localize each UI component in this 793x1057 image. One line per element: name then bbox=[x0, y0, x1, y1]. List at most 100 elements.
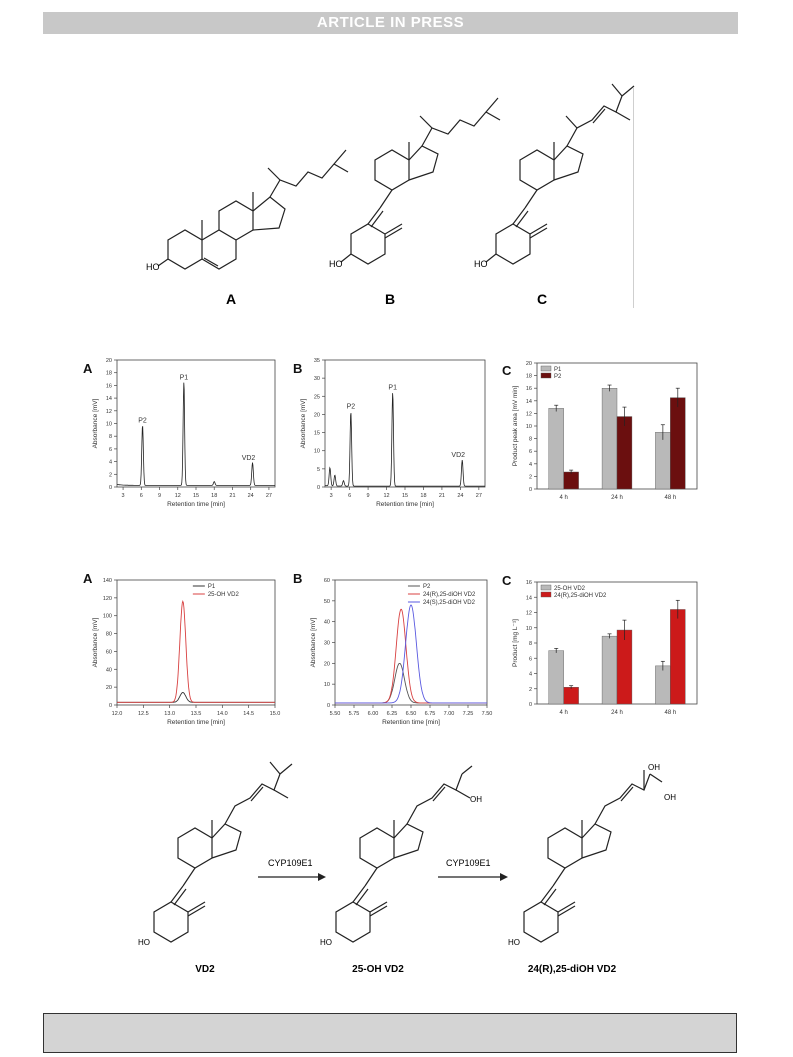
y-tick-label: 20 bbox=[526, 361, 532, 367]
structure-b-ho: HO bbox=[329, 259, 343, 269]
x-tick-label: 5.75 bbox=[349, 711, 360, 717]
scheme-25oh-ho: HO bbox=[320, 938, 332, 947]
scheme-25oh-structure bbox=[335, 765, 473, 943]
x-tick-label: 13.0 bbox=[164, 711, 175, 717]
legend-entry: P1 bbox=[554, 367, 562, 373]
x-tick-label: 27 bbox=[476, 493, 482, 499]
y-tick-label: 12 bbox=[526, 411, 532, 417]
x-tick-label: 21 bbox=[439, 493, 445, 499]
x-tick-label: 12 bbox=[175, 493, 181, 499]
x-tick-label: 21 bbox=[229, 493, 235, 499]
scheme-vd2-ho: HO bbox=[138, 938, 150, 947]
compound-label-vd2: VD2 bbox=[195, 964, 215, 975]
compound-label-diol: 24(R),25-diOH VD2 bbox=[528, 964, 617, 975]
x-tick-label: 15 bbox=[193, 493, 199, 499]
scheme-diol-structure bbox=[523, 770, 663, 943]
legend-entry: P2 bbox=[423, 584, 431, 590]
x-tick-label: 27 bbox=[266, 493, 272, 499]
x-tick-label: 48 h bbox=[664, 495, 676, 501]
x-axis-label: Retention time [min] bbox=[167, 501, 225, 508]
panel-label: A bbox=[83, 571, 93, 586]
y-tick-label: 10 bbox=[526, 626, 532, 632]
y-tick-label: 30 bbox=[324, 641, 330, 647]
panel-label: C bbox=[502, 573, 512, 588]
x-tick-label: 6.00 bbox=[368, 711, 379, 717]
legend-swatch bbox=[540, 372, 552, 379]
y-axis-label: Absorbance [mV] bbox=[92, 617, 99, 667]
structure-c bbox=[485, 83, 635, 265]
panel-label: A bbox=[83, 361, 93, 376]
scheme-diol-ho: HO bbox=[508, 938, 520, 947]
y-tick-label: 5 bbox=[317, 467, 320, 473]
y-tick-label: 2 bbox=[109, 472, 112, 478]
structure-label-a: A bbox=[226, 291, 236, 307]
y-tick-label: 8 bbox=[529, 641, 532, 647]
peak-label: P2 bbox=[138, 418, 147, 425]
y-tick-label: 0 bbox=[109, 485, 112, 491]
y-axis-label: Product peak area [mV min] bbox=[512, 386, 519, 467]
y-tick-label: 40 bbox=[106, 667, 112, 673]
y-tick-label: 50 bbox=[324, 599, 330, 605]
x-tick-label: 3 bbox=[330, 493, 333, 499]
y-tick-label: 4 bbox=[109, 460, 112, 466]
y-tick-label: 0 bbox=[529, 702, 532, 708]
y-tick-label: 6 bbox=[529, 449, 532, 455]
y-tick-label: 18 bbox=[526, 374, 532, 380]
y-tick-label: 8 bbox=[529, 437, 532, 443]
y-tick-label: 40 bbox=[324, 620, 330, 626]
legend-swatch bbox=[540, 591, 552, 598]
y-tick-label: 20 bbox=[314, 412, 320, 418]
structure-b bbox=[340, 97, 501, 265]
y-tick-label: 14 bbox=[106, 396, 112, 402]
legend-entry: P2 bbox=[554, 374, 562, 380]
y-tick-label: 20 bbox=[106, 358, 112, 364]
y-tick-label: 18 bbox=[106, 371, 112, 377]
x-tick-label: 12 bbox=[383, 493, 389, 499]
x-tick-label: 3 bbox=[122, 493, 125, 499]
peak-label: P2 bbox=[347, 404, 356, 411]
panel-label: B bbox=[293, 361, 302, 376]
x-tick-label: 15.0 bbox=[270, 711, 281, 717]
y-tick-label: 14 bbox=[526, 595, 532, 601]
y-tick-label: 15 bbox=[314, 431, 320, 437]
legend-swatch bbox=[540, 584, 552, 591]
x-tick-label: 14.0 bbox=[217, 711, 228, 717]
x-axis-label: Retention time [min] bbox=[167, 719, 225, 726]
y-tick-label: 140 bbox=[103, 578, 112, 584]
banner-text: ARTICLE IN PRESS bbox=[316, 14, 465, 31]
scheme-vd2-structure bbox=[153, 761, 293, 943]
x-tick-label: 48 h bbox=[664, 710, 676, 716]
series-line bbox=[117, 600, 275, 703]
x-tick-label: 24 bbox=[457, 493, 463, 499]
peak-label: P1 bbox=[388, 384, 397, 391]
x-tick-label: 6.75 bbox=[425, 711, 436, 717]
x-tick-label: 9 bbox=[367, 493, 370, 499]
y-tick-label: 12 bbox=[106, 409, 112, 415]
legend-entry: 25-OH VD2 bbox=[208, 592, 240, 598]
x-tick-label: 24 h bbox=[611, 495, 623, 501]
x-tick-label: 4 h bbox=[559, 710, 567, 716]
y-axis-label: Absorbance [mV] bbox=[310, 617, 317, 667]
x-tick-label: 7.50 bbox=[482, 711, 493, 717]
x-tick-label: 24 h bbox=[611, 710, 623, 716]
compound-label-25oh: 25-OH VD2 bbox=[352, 964, 404, 975]
structure-label-c: C bbox=[537, 291, 547, 307]
y-tick-label: 8 bbox=[109, 434, 112, 440]
peak-label: P1 bbox=[180, 374, 189, 381]
y-tick-label: 0 bbox=[109, 703, 112, 709]
enzyme-label-2: CYP109E1 bbox=[446, 858, 491, 868]
x-tick-label: 6.25 bbox=[387, 711, 398, 717]
x-tick-label: 7.25 bbox=[463, 711, 474, 717]
reaction-arrowhead-1 bbox=[318, 873, 326, 881]
scheme-25oh-oh: OH bbox=[470, 795, 482, 804]
legend-entry: 24(R),25-diOH VD2 bbox=[423, 592, 476, 598]
panel-label: B bbox=[293, 571, 302, 586]
x-tick-label: 12.0 bbox=[112, 711, 123, 717]
x-tick-label: 6 bbox=[348, 493, 351, 499]
y-tick-label: 0 bbox=[327, 703, 330, 709]
y-tick-label: 10 bbox=[324, 682, 330, 688]
legend-entry: P1 bbox=[208, 584, 216, 590]
series-line bbox=[335, 604, 487, 704]
y-tick-label: 60 bbox=[324, 578, 330, 584]
